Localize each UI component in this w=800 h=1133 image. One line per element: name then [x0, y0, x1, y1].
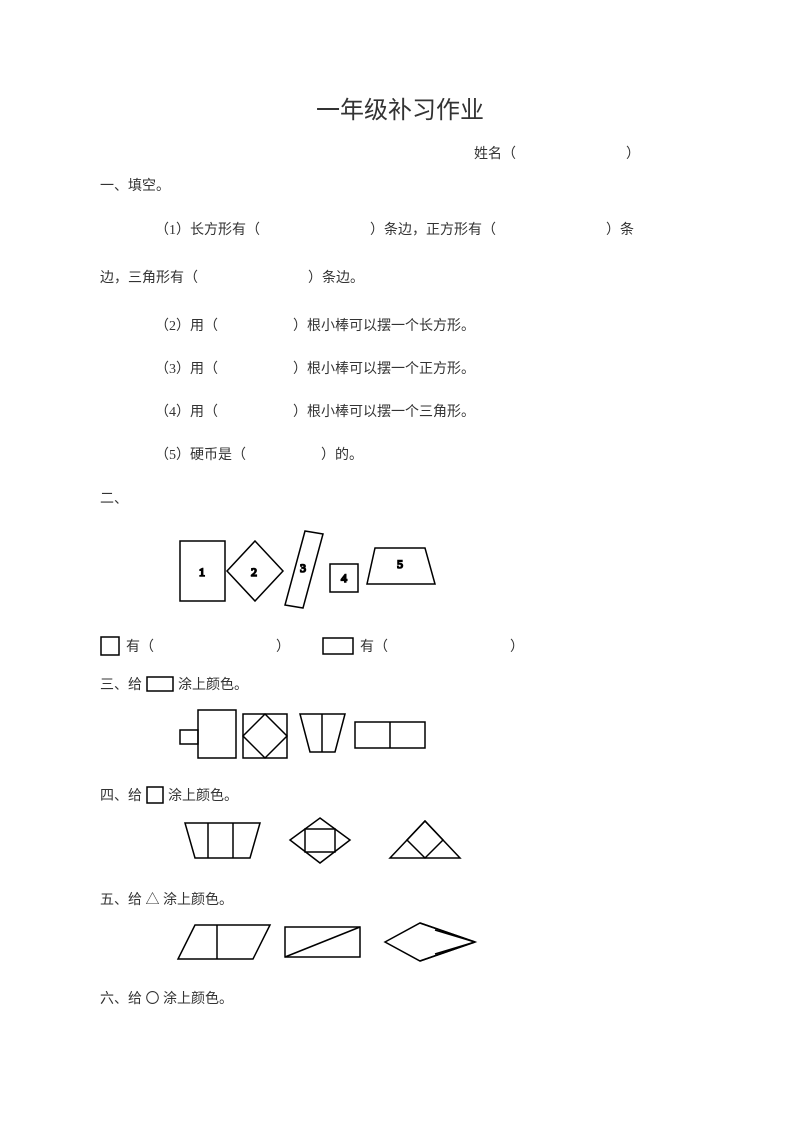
q2-shapes-figure: 1 2 3 4 5 — [175, 526, 700, 626]
q4b: ）根小棒可以摆一个三角形。 — [293, 405, 475, 420]
q5a: （5）硬币是（ — [155, 448, 246, 463]
section-5-head: 五、给 △ 涂上颜色。 — [100, 889, 700, 909]
square-icon — [146, 786, 164, 804]
s4-post: 涂上颜色。 — [168, 785, 238, 805]
has-c: 有（ — [360, 636, 388, 656]
q3b: ）根小棒可以摆一个正方形。 — [293, 362, 475, 377]
q4-line: （4）用（ ）根小棒可以摆一个三角形。 — [100, 402, 700, 423]
q1e: ）条边。 — [308, 271, 364, 286]
q3a: （3）用（ — [155, 362, 218, 377]
section-6-head: 六、给 〇 涂上颜色。 — [100, 988, 700, 1008]
section-4-head: 四、给 涂上颜色。 — [100, 785, 700, 805]
rectangle-icon — [322, 637, 354, 655]
rectangle-icon — [146, 676, 174, 692]
s3-post: 涂上颜色。 — [178, 674, 248, 694]
q3-line: （3）用（ ）根小棒可以摆一个正方形。 — [100, 359, 700, 380]
q4a: （4）用（ — [155, 405, 218, 420]
q1a: （1）长方形有（ — [155, 223, 260, 238]
q2b: ）根小棒可以摆一个长方形。 — [293, 319, 475, 334]
svg-text:3: 3 — [300, 561, 306, 575]
page-title: 一年级补习作业 — [100, 90, 700, 125]
svg-text:4: 4 — [341, 571, 347, 585]
q1-line: （1）长方形有（ ）条边，正方形有（ ）条 — [100, 213, 700, 249]
name-label: 姓名（ — [474, 147, 516, 162]
q2-line: （2）用（ ）根小棒可以摆一个长方形。 — [100, 316, 700, 337]
name-end: ） — [626, 147, 640, 162]
svg-text:5: 5 — [397, 557, 403, 571]
q1c: ）条 — [606, 223, 634, 238]
has-a: 有（ — [126, 636, 154, 656]
section-2-head: 二、 — [100, 488, 700, 508]
q1d: 边，三角形有（ — [100, 271, 198, 286]
s4-pre: 四、给 — [100, 785, 142, 805]
s3-pre: 三、给 — [100, 674, 142, 694]
has-b: ） — [276, 636, 290, 656]
svg-text:1: 1 — [199, 565, 205, 579]
q2a: （2）用（ — [155, 319, 218, 334]
q2-answer-line: 有（ ） 有（ ） — [100, 636, 700, 656]
q5b: ）的。 — [321, 448, 363, 463]
s4-shapes — [175, 813, 700, 873]
s5-shapes — [175, 917, 700, 972]
s3-shapes — [175, 702, 700, 769]
q1b: ）条边，正方形有（ — [370, 223, 496, 238]
section-1-head: 一、填空。 — [100, 175, 700, 195]
q1-line2: 边，三角形有（ ）条边。 — [100, 261, 700, 297]
has-d: ） — [510, 636, 524, 656]
q5-line: （5）硬币是（ ）的。 — [100, 445, 700, 466]
name-field: 姓名（ ） — [100, 143, 700, 163]
square-icon — [100, 636, 120, 656]
section-3-head: 三、给 涂上颜色。 — [100, 674, 700, 694]
svg-text:2: 2 — [251, 565, 257, 579]
